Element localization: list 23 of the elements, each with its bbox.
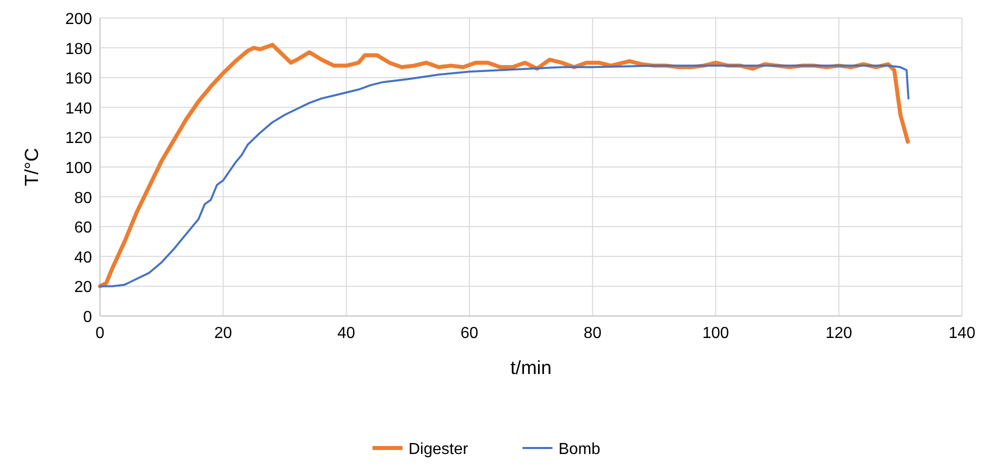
y-tick-label: 100 bbox=[65, 160, 92, 177]
y-tick-label: 80 bbox=[74, 190, 92, 207]
y-tick-label: 20 bbox=[74, 279, 92, 296]
y-axis-title: T/°C bbox=[22, 148, 43, 186]
x-tick-label: 100 bbox=[702, 325, 730, 342]
y-tick-label: 160 bbox=[65, 70, 92, 88]
y-tick-label: 40 bbox=[74, 249, 92, 266]
x-tick-label: 140 bbox=[948, 325, 976, 342]
y-tick-label: 0 bbox=[83, 309, 92, 326]
legend-label: Digester bbox=[408, 441, 469, 458]
y-tick-label: 200 bbox=[65, 11, 92, 28]
legend-label: Bomb bbox=[558, 441, 600, 458]
x-tick-label: 120 bbox=[826, 325, 852, 342]
x-tick-label: 20 bbox=[214, 325, 232, 342]
y-tick-label: 180 bbox=[65, 40, 92, 58]
y-tick-label: 60 bbox=[74, 220, 92, 237]
x-axis-title: t/min bbox=[510, 358, 552, 379]
x-tick-label: 40 bbox=[337, 325, 356, 342]
y-tick-label: 120 bbox=[65, 130, 92, 148]
x-tick-label: 0 bbox=[96, 325, 105, 342]
x-tick-label: 60 bbox=[460, 325, 478, 342]
y-tick-label: 140 bbox=[65, 100, 92, 118]
x-tick-label: 80 bbox=[584, 325, 602, 342]
